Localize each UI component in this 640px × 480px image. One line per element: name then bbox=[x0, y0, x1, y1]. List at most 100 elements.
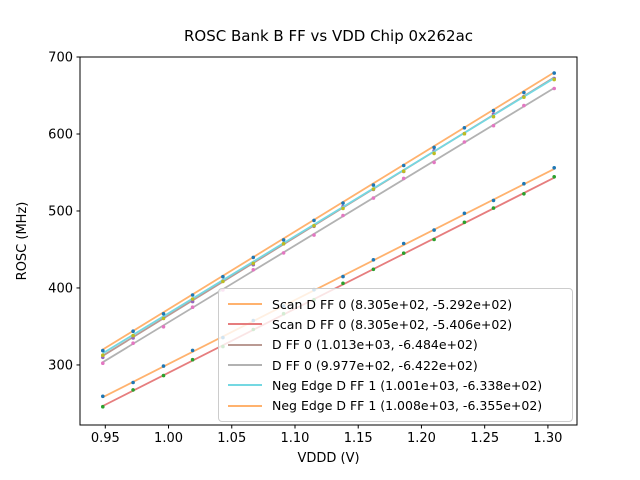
fit-line-series-5 bbox=[102, 71, 555, 351]
legend: Scan D FF 0 (8.305e+02, -5.292e+02) Scan … bbox=[218, 288, 573, 422]
legend-line-sample bbox=[228, 384, 262, 387]
x-tick-label: 1.05 bbox=[217, 431, 246, 446]
data-point-series-0 bbox=[190, 348, 195, 353]
y-tick-label: 600 bbox=[48, 127, 73, 142]
data-point-series-1 bbox=[491, 206, 496, 210]
legend-line-sample bbox=[228, 364, 262, 367]
legend-item-label: D FF 0 (9.977e+02, -6.422e+02) bbox=[272, 357, 478, 373]
data-point-series-0 bbox=[101, 394, 105, 399]
legend-item-label: Neg Edge D FF 1 (1.001e+03, -6.338e+02) bbox=[272, 377, 543, 393]
data-point-series-1 bbox=[371, 267, 376, 272]
data-point-series-3 bbox=[341, 213, 345, 218]
x-tick-label: 1.25 bbox=[470, 431, 499, 446]
data-point-series-0 bbox=[341, 274, 345, 279]
data-point-series-1 bbox=[432, 237, 436, 242]
data-point-series-5 bbox=[462, 126, 467, 130]
data-point-series-5 bbox=[552, 71, 556, 75]
data-point-series-4 bbox=[552, 77, 556, 82]
legend-item-label: Scan D FF 0 (8.305e+02, -5.406e+02) bbox=[272, 316, 513, 332]
data-point-series-3 bbox=[371, 196, 376, 200]
data-point-series-4 bbox=[131, 333, 135, 338]
data-point-series-0 bbox=[161, 364, 166, 368]
data-point-series-0 bbox=[432, 228, 436, 232]
data-point-series-5 bbox=[341, 201, 345, 205]
data-point-series-3 bbox=[131, 341, 135, 346]
x-tick-label: 0.95 bbox=[91, 431, 120, 446]
data-point-series-1 bbox=[552, 175, 556, 179]
x-tick-label: 1.20 bbox=[407, 431, 436, 446]
data-point-series-4 bbox=[401, 169, 406, 173]
y-tick-label: 300 bbox=[48, 358, 73, 373]
data-point-series-4 bbox=[281, 241, 286, 246]
legend-item-label: Scan D FF 0 (8.305e+02, -5.292e+02) bbox=[272, 296, 513, 312]
data-point-series-1 bbox=[161, 373, 166, 378]
data-point-series-4 bbox=[491, 114, 496, 119]
chart-title: ROSC Bank B FF vs VDD Chip 0x262ac bbox=[183, 27, 474, 45]
legend-item: Neg Edge D FF 1 (1.001e+03, -6.338e+02) bbox=[228, 378, 563, 393]
legend-line-sample bbox=[228, 323, 262, 326]
data-point-series-1 bbox=[522, 192, 526, 196]
data-point-series-3 bbox=[552, 86, 556, 91]
data-point-series-3 bbox=[101, 361, 105, 366]
data-point-series-5 bbox=[251, 255, 256, 260]
data-point-series-1 bbox=[341, 281, 345, 286]
data-point-series-4 bbox=[221, 279, 225, 284]
data-point-series-2 bbox=[190, 299, 195, 304]
y-tick-label: 400 bbox=[48, 281, 73, 296]
data-point-series-4 bbox=[341, 206, 345, 211]
legend-item: D FF 0 (9.977e+02, -6.422e+02) bbox=[228, 358, 563, 373]
legend-item-label: D FF 0 (1.013e+03, -6.484e+02) bbox=[272, 337, 478, 353]
data-point-series-0 bbox=[552, 166, 556, 170]
data-point-series-5 bbox=[401, 163, 406, 168]
data-point-series-3 bbox=[251, 268, 256, 272]
data-point-series-5 bbox=[371, 183, 376, 187]
data-point-series-4 bbox=[312, 223, 316, 228]
data-point-series-5 bbox=[281, 238, 286, 242]
data-point-series-3 bbox=[190, 305, 195, 310]
data-point-series-4 bbox=[462, 131, 467, 136]
data-point-series-5 bbox=[491, 108, 496, 113]
data-point-series-5 bbox=[161, 312, 166, 316]
legend-line-sample bbox=[228, 404, 262, 407]
y-tick-label: 700 bbox=[48, 51, 73, 66]
data-point-series-4 bbox=[432, 151, 436, 156]
data-point-series-1 bbox=[131, 388, 135, 392]
data-point-series-4 bbox=[251, 261, 256, 266]
legend-item-label: Neg Edge D FF 1 (1.008e+03, -6.355e+02) bbox=[272, 398, 543, 414]
data-point-series-1 bbox=[401, 251, 406, 255]
x-axis-label: VDDD (V) bbox=[297, 451, 360, 466]
data-point-series-3 bbox=[491, 123, 496, 128]
data-point-series-3 bbox=[432, 160, 436, 165]
x-tick-label: 1.15 bbox=[344, 431, 373, 446]
data-point-series-1 bbox=[190, 357, 195, 362]
axes-spines bbox=[79, 56, 578, 426]
legend-item: Scan D FF 0 (8.305e+02, -5.406e+02) bbox=[228, 317, 563, 332]
fit-line-series-4 bbox=[102, 77, 555, 355]
data-point-series-3 bbox=[281, 251, 286, 255]
fit-line-series-3 bbox=[102, 87, 555, 363]
x-tick-label: 1.10 bbox=[281, 431, 310, 446]
data-point-series-0 bbox=[371, 258, 376, 262]
data-point-series-4 bbox=[101, 353, 105, 358]
data-point-series-3 bbox=[522, 103, 526, 108]
data-point-series-5 bbox=[432, 145, 436, 150]
data-point-series-0 bbox=[462, 211, 467, 216]
data-point-series-0 bbox=[522, 181, 526, 186]
data-point-series-0 bbox=[131, 380, 135, 385]
legend-line-sample bbox=[228, 343, 262, 346]
data-point-series-5 bbox=[131, 329, 135, 334]
data-point-series-4 bbox=[161, 316, 166, 321]
y-tick-label: 500 bbox=[48, 204, 73, 219]
data-point-series-3 bbox=[312, 233, 316, 237]
legend-item: D FF 0 (1.013e+03, -6.484e+02) bbox=[228, 337, 563, 352]
legend-line-sample bbox=[228, 303, 262, 306]
data-point-series-4 bbox=[522, 95, 526, 99]
legend-item: Neg Edge D FF 1 (1.008e+03, -6.355e+02) bbox=[228, 398, 563, 413]
data-point-series-4 bbox=[371, 187, 376, 191]
data-point-series-3 bbox=[401, 176, 406, 181]
legend-item: Scan D FF 0 (8.305e+02, -5.292e+02) bbox=[228, 297, 563, 312]
data-point-series-3 bbox=[161, 325, 166, 329]
data-point-series-1 bbox=[101, 404, 105, 409]
data-point-series-5 bbox=[312, 218, 316, 223]
